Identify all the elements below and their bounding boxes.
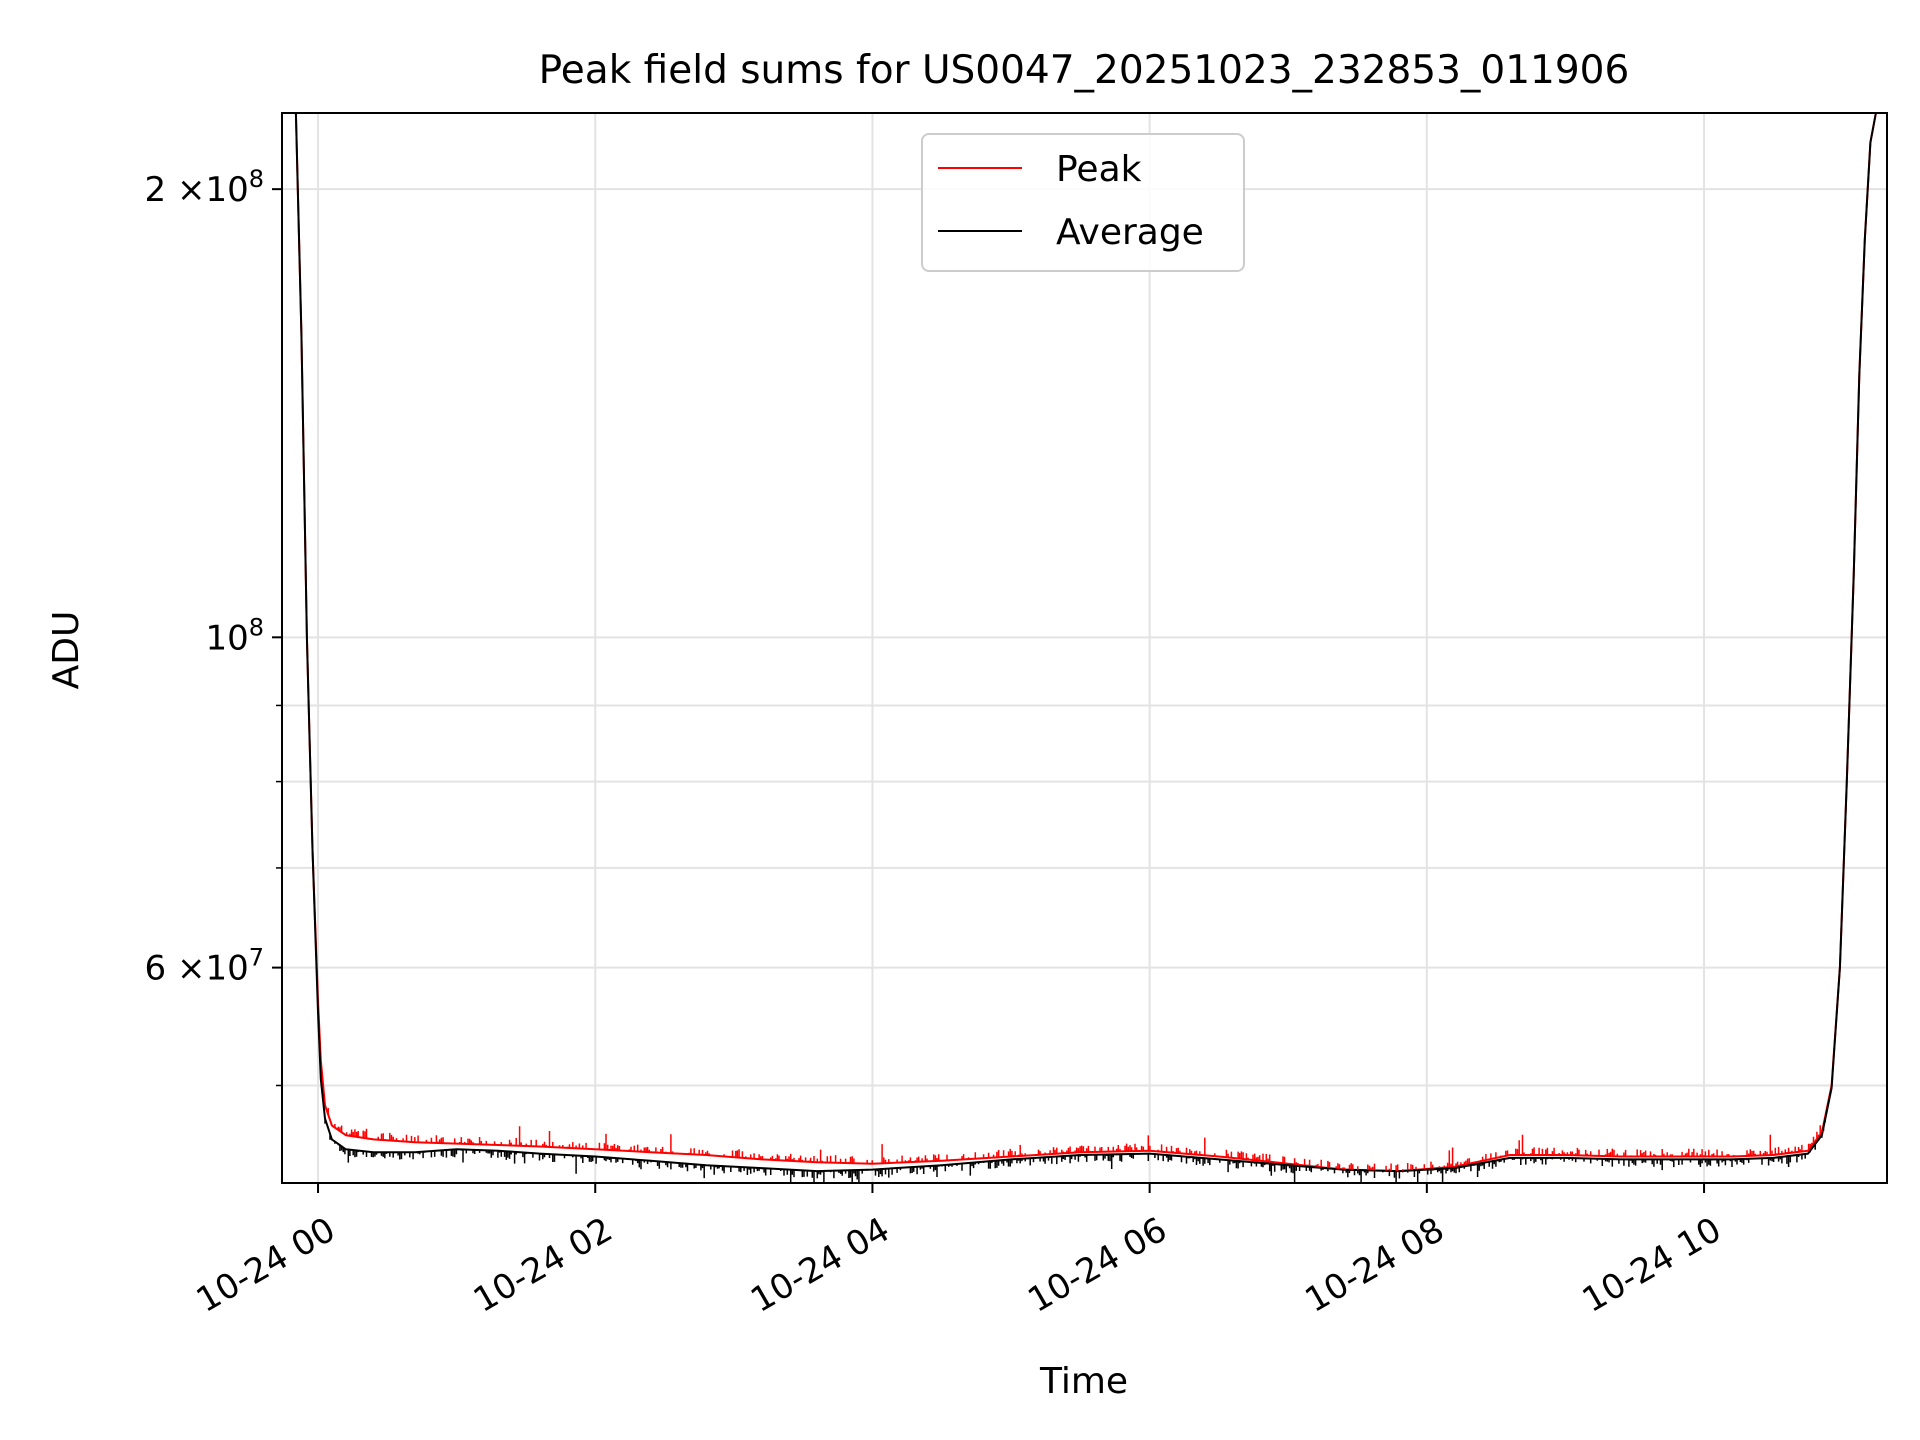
series-line-average [294, 113, 1877, 1173]
y-axis-label: ADU [46, 611, 87, 690]
legend-label-average: Average [1056, 212, 1204, 253]
peak-noise-spikes [327, 1108, 1826, 1171]
noise-spikes [324, 1108, 1826, 1183]
y-axis-ticks: 2 ×108 108 6 ×107 [145, 165, 282, 1087]
grid-lines [282, 113, 1887, 1183]
y-tick-label: 2 ×108 [145, 165, 264, 210]
legend-label-peak: Peak [1056, 149, 1142, 190]
y-tick-label: 108 [205, 613, 264, 658]
chart-title: Peak field sums for US0047_20251023_2328… [539, 48, 1630, 93]
average-noise-spikes [324, 1118, 1826, 1183]
plot-frame [281, 112, 1888, 1184]
x-axis-label: Time [1039, 1361, 1128, 1402]
legend: Peak Average [921, 133, 1245, 272]
y-tick-label: 6 ×107 [145, 944, 264, 989]
